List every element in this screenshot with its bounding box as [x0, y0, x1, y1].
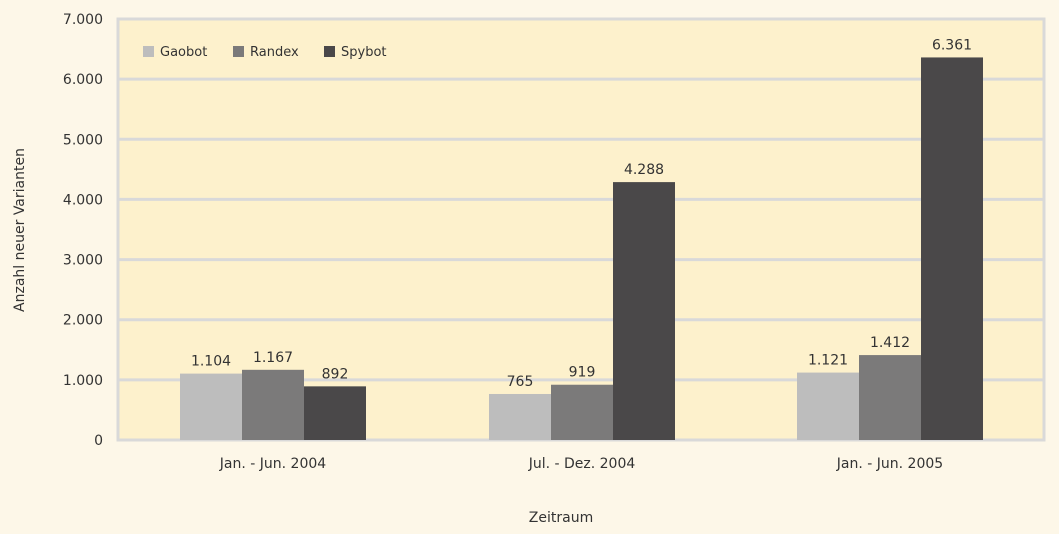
bar-value-label: 4.288: [624, 162, 664, 178]
y-tick-label: 6.000: [63, 72, 103, 88]
bar-randex: [242, 369, 304, 440]
bar-value-label: 892: [322, 366, 349, 382]
bar-gaobot: [489, 393, 551, 440]
x-tick-label: Jul. - Dez. 2004: [528, 456, 636, 472]
bar-gaobot: [180, 373, 242, 440]
bar-randex: [859, 355, 921, 440]
y-tick-label: 0: [94, 433, 103, 449]
bar-spybot: [921, 57, 983, 441]
y-tick-label: 5.000: [63, 132, 103, 148]
bar-value-label: 1.412: [870, 335, 910, 351]
legend-label-randex: Randex: [250, 45, 299, 60]
legend-swatch-randex: [233, 46, 244, 57]
bar-value-label: 765: [507, 374, 534, 390]
bar-value-label: 1.167: [253, 350, 293, 366]
x-tick-label: Jan. - Jun. 2005: [836, 456, 943, 472]
y-axis-label: Anzahl neuer Varianten: [12, 148, 28, 312]
bar-randex: [551, 384, 613, 440]
legend-label-spybot: Spybot: [341, 45, 387, 60]
bar-spybot: [613, 182, 675, 440]
y-tick-label: 2.000: [63, 313, 103, 329]
bar-value-label: 919: [569, 365, 596, 381]
bar-value-label: 1.121: [808, 353, 848, 369]
x-tick-label: Jan. - Jun. 2004: [219, 456, 326, 472]
y-tick-label: 3.000: [63, 253, 103, 269]
legend: Gaobot Randex Spybot: [143, 45, 387, 60]
bar-value-label: 1.104: [191, 354, 231, 370]
x-axis-ticks: Jan. - Jun. 2004 Jul. - Dez. 2004 Jan. - J…: [219, 456, 943, 472]
bar-value-label: 6.361: [932, 37, 972, 53]
y-tick-label: 1.000: [63, 373, 103, 389]
bar-gaobot: [797, 372, 859, 440]
bar-value-labels: 1.104 1.167 892 765 919 4.288 1.121 1.412 6.361: [191, 37, 972, 390]
bars: [180, 57, 983, 441]
legend-label-gaobot: Gaobot: [160, 45, 207, 60]
y-tick-label: 4.000: [63, 192, 103, 208]
legend-swatch-gaobot: [143, 46, 154, 57]
y-tick-label: 7.000: [63, 12, 103, 28]
x-axis-label: Zeitraum: [529, 510, 593, 526]
bar-spybot: [304, 386, 366, 440]
y-axis-ticks: 0 1.000 2.000 3.000 4.000 5.000 6.000 7.000: [63, 12, 103, 449]
legend-swatch-spybot: [324, 46, 335, 57]
